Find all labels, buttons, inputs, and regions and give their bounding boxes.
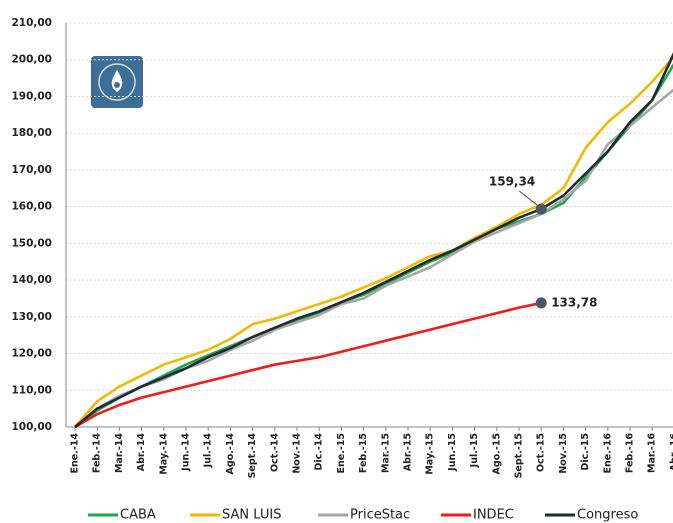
- point-marker: [535, 297, 547, 309]
- x-tick-label: Ene.-14: [70, 433, 81, 474]
- x-tick-label: Feb.-16: [625, 433, 636, 474]
- y-tick-label: 190,00: [11, 90, 52, 102]
- x-tick-label: Feb.-15: [358, 433, 369, 473]
- y-tick-label: 180,00: [11, 127, 52, 139]
- legend-label: CABA: [120, 508, 156, 523]
- x-tick-label: Jun.-14: [181, 433, 192, 472]
- x-tick-label: Sept.-15: [514, 433, 525, 478]
- y-tick-label: 150,00: [11, 237, 52, 249]
- value-label: 133,78: [551, 295, 597, 309]
- legend-label: INDEC: [473, 508, 514, 523]
- x-tick-label: Ene.-16: [602, 433, 613, 474]
- x-tick-label: Nov.-14: [292, 433, 303, 474]
- y-tick-label: 210,00: [11, 17, 52, 29]
- y-tick-label: 110,00: [11, 384, 52, 396]
- legend-label: SAN LUIS: [222, 508, 281, 523]
- series-line: [74, 63, 673, 429]
- x-tick-label: Abr.-15: [403, 433, 414, 471]
- y-tick-label: 100,00: [11, 421, 52, 433]
- x-tick-label: Feb.-14: [92, 433, 103, 474]
- x-tick-label: May.-14: [158, 433, 169, 475]
- logo: [91, 56, 143, 108]
- x-tick-label: Mar.-15: [380, 433, 391, 473]
- x-tick-label: Ago.-14: [225, 433, 236, 475]
- x-tick-label: Mar.-14: [114, 433, 125, 473]
- y-tick-label: 130,00: [11, 311, 52, 323]
- x-tick-label: Jul.-15: [469, 433, 480, 468]
- x-tick-label: Sept.-14: [247, 433, 258, 479]
- series-line: [74, 301, 542, 429]
- x-tick-label: Ago.-15: [491, 433, 502, 474]
- x-tick-label: Jun.-15: [447, 433, 458, 472]
- y-tick-label: 120,00: [11, 348, 52, 360]
- value-label: 159,34: [489, 175, 535, 189]
- x-tick-label: Dic.-14: [314, 433, 325, 471]
- x-tick-label: Abr.-16: [669, 433, 673, 472]
- x-tick-label: Dic.-15: [580, 433, 591, 471]
- y-tick-label: 140,00: [11, 274, 52, 286]
- x-tick-label: Mar.-16: [647, 433, 658, 473]
- legend-label: PriceStac: [350, 508, 410, 523]
- x-tick-label: Jul.-14: [203, 433, 214, 469]
- y-tick-label: 160,00: [11, 201, 52, 213]
- legend-label: Congreso: [577, 508, 638, 523]
- leader-line: [518, 190, 538, 206]
- x-tick-label: Oct.-14: [269, 433, 280, 472]
- point-marker: [535, 203, 547, 215]
- x-tick-label: Nov.-15: [558, 433, 569, 474]
- series-line: [74, 52, 673, 429]
- x-tick-label: Abr.-14: [136, 433, 147, 472]
- series-line: [74, 55, 673, 428]
- y-tick-label: 200,00: [11, 54, 52, 66]
- x-tick-label: May.-15: [425, 433, 436, 475]
- x-tick-label: Oct.-15: [536, 433, 547, 472]
- y-tick-label: 170,00: [11, 164, 52, 176]
- x-tick-label: Ene.-15: [336, 433, 347, 473]
